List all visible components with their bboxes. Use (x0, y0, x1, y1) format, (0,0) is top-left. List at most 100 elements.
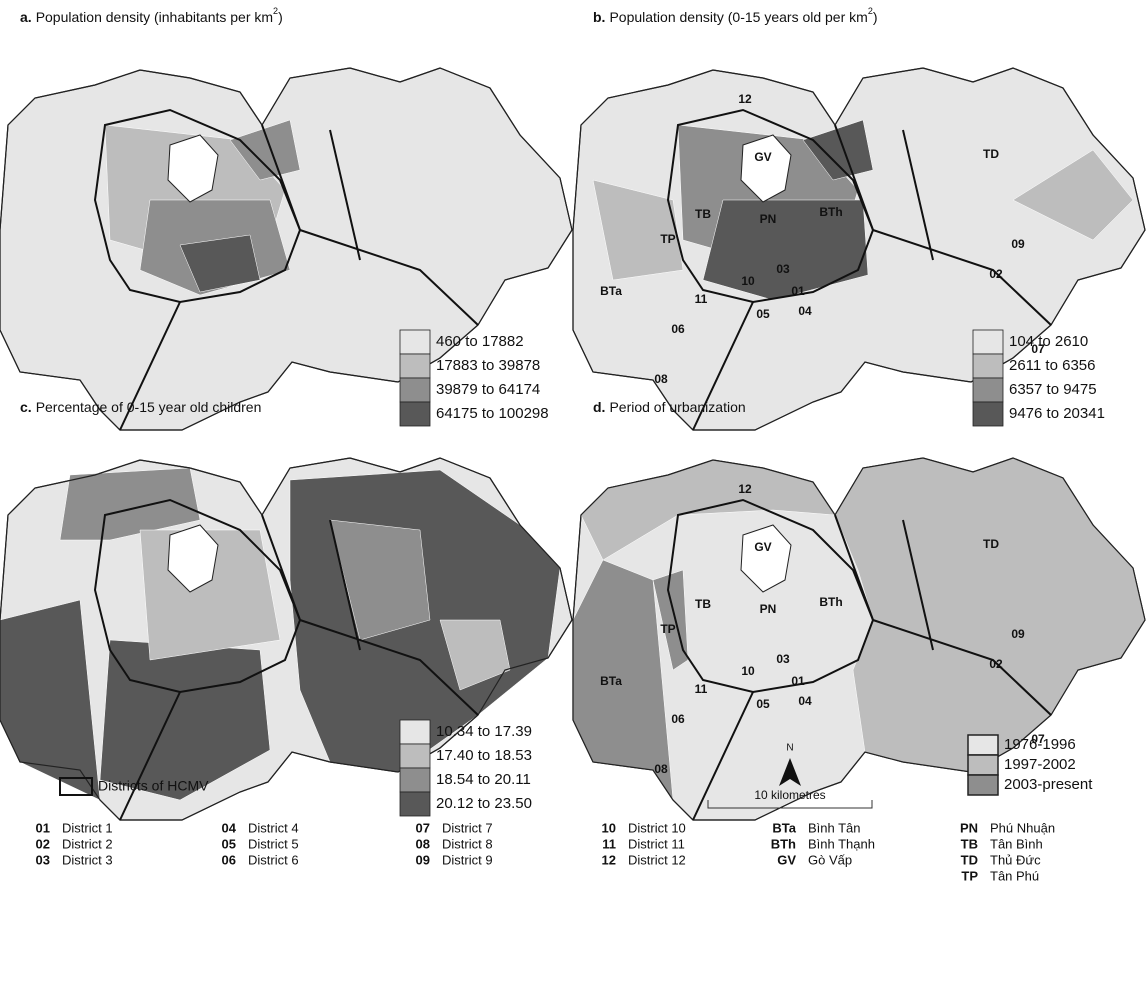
legend-swatch (972, 329, 1004, 355)
legend-label: 9476 to 20341 (1009, 405, 1105, 422)
legend-swatch (967, 774, 999, 796)
panels: 460 to 17882 17883 to 39878 39879 to 64174… (0, 67, 1146, 821)
district-label: GV (754, 150, 771, 164)
key-code: 06 (222, 852, 236, 867)
key-code: GV (777, 852, 796, 867)
map-region (439, 619, 511, 691)
panel-title-sup: 2 (273, 6, 278, 16)
legend-swatch (972, 377, 1004, 403)
key-code: 04 (222, 820, 237, 835)
key-code: 01 (36, 820, 50, 835)
legend-swatch (967, 754, 999, 776)
legend-swatch (399, 791, 431, 817)
panel-title: d. Period of urbanization (593, 399, 746, 415)
district-swatch (59, 777, 93, 796)
key-code: 11 (602, 836, 616, 851)
key-code: 07 (416, 820, 430, 835)
scale-bar (707, 800, 873, 809)
district-label: 11 (695, 292, 708, 306)
legend-label: 104 to 2610 (1009, 333, 1088, 350)
district-label: PN (760, 602, 777, 616)
key-name: Phú Nhuận (990, 820, 1055, 835)
district-label: 08 (654, 762, 668, 776)
legend-swatch (967, 734, 999, 756)
key-code: BTh (771, 836, 796, 851)
map-region (229, 119, 301, 181)
district-boundary (119, 124, 479, 431)
district-label: BTa (600, 284, 622, 298)
map-panel: 12 TD GV 09 BTh TB PN TP 02 03 10 01 BTa 11 05 04 06 07 08… (572, 67, 1146, 431)
district-label: TD (983, 147, 999, 161)
key-name: Thủ Đức (990, 852, 1041, 867)
district-label: TP (660, 232, 675, 246)
key-name: District 1 (62, 820, 113, 835)
legend-swatch (399, 353, 431, 379)
district-label: 03 (776, 262, 790, 276)
key-code: PN (960, 820, 978, 835)
map-panel: 460 to 17882 17883 to 39878 39879 to 64174… (0, 67, 573, 431)
legend-swatch (399, 401, 431, 427)
panel-title: c. Percentage of 0-15 year old children (20, 399, 261, 415)
district-label: BTa (600, 674, 622, 688)
panel-title: a. Population density (inhabitants per km… (20, 6, 283, 24)
key-name: Gò Vấp (808, 852, 852, 867)
legend-swatch (972, 401, 1004, 427)
panel-letter: d. (593, 399, 605, 415)
district-label: 02 (989, 267, 1003, 281)
district-label: 09 (1011, 237, 1025, 251)
map-region (179, 234, 261, 293)
district-label: TB (695, 597, 711, 611)
legend-swatch (399, 377, 431, 403)
panel-title-end: ) (278, 9, 283, 25)
panel-letter: b. (593, 9, 605, 25)
legend-label: 460 to 17882 (436, 333, 524, 350)
district-label: 12 (738, 92, 752, 106)
legend-label: 64175 to 100298 (436, 405, 549, 422)
district-label: 06 (671, 322, 685, 336)
district-label: 07 (1031, 342, 1045, 356)
district-label: PN (760, 212, 777, 226)
district-label: 12 (738, 482, 752, 496)
map-region (99, 639, 271, 801)
district-label: 09 (1011, 627, 1025, 641)
district-label: 11 (695, 682, 708, 696)
panel-letter: c. (20, 399, 32, 415)
legend-label: 39879 to 64174 (436, 381, 540, 398)
panel-title-text: Population density (0-15 years old per k… (609, 9, 867, 25)
district-label: 04 (798, 694, 812, 708)
key-name: District 4 (248, 820, 299, 835)
key-code: 03 (36, 852, 50, 867)
key-code: TB (961, 836, 978, 851)
district-label: GV (754, 540, 771, 554)
key-code: BTa (772, 820, 796, 835)
key-code: 10 (602, 820, 616, 835)
key-name: District 8 (442, 836, 493, 851)
key-code: 12 (602, 852, 616, 867)
legend-swatch (972, 353, 1004, 379)
legend-label: 17.40 to 18.53 (436, 747, 532, 764)
scale-label: 10 kilometres (754, 788, 825, 802)
legend-label: 1976-1996 (1004, 736, 1076, 753)
map-region (329, 519, 431, 641)
panel-title: b. Population density (0-15 years old per… (593, 6, 878, 24)
key-code: 08 (416, 836, 430, 851)
district-label: 05 (756, 697, 770, 711)
district-label: 07 (1031, 732, 1045, 746)
district-label: 05 (756, 307, 770, 321)
map-region (802, 119, 874, 181)
key-name: Tân Bình (990, 836, 1043, 851)
key-name: District 3 (62, 852, 113, 867)
key-code: 09 (416, 852, 430, 867)
map-region (652, 569, 689, 671)
key-name: Bình Thạnh (808, 836, 875, 851)
key-name: District 10 (628, 820, 686, 835)
north-arrow (779, 758, 801, 786)
legend-label: 6357 to 9475 (1009, 381, 1097, 398)
legend-swatch (399, 743, 431, 769)
key-name: District 2 (62, 836, 113, 851)
key-code: 05 (222, 836, 236, 851)
map-region (1012, 149, 1134, 241)
key-name: District 5 (248, 836, 299, 851)
key-name: District 12 (628, 852, 686, 867)
legend-label: 2611 to 6356 (1009, 357, 1095, 374)
